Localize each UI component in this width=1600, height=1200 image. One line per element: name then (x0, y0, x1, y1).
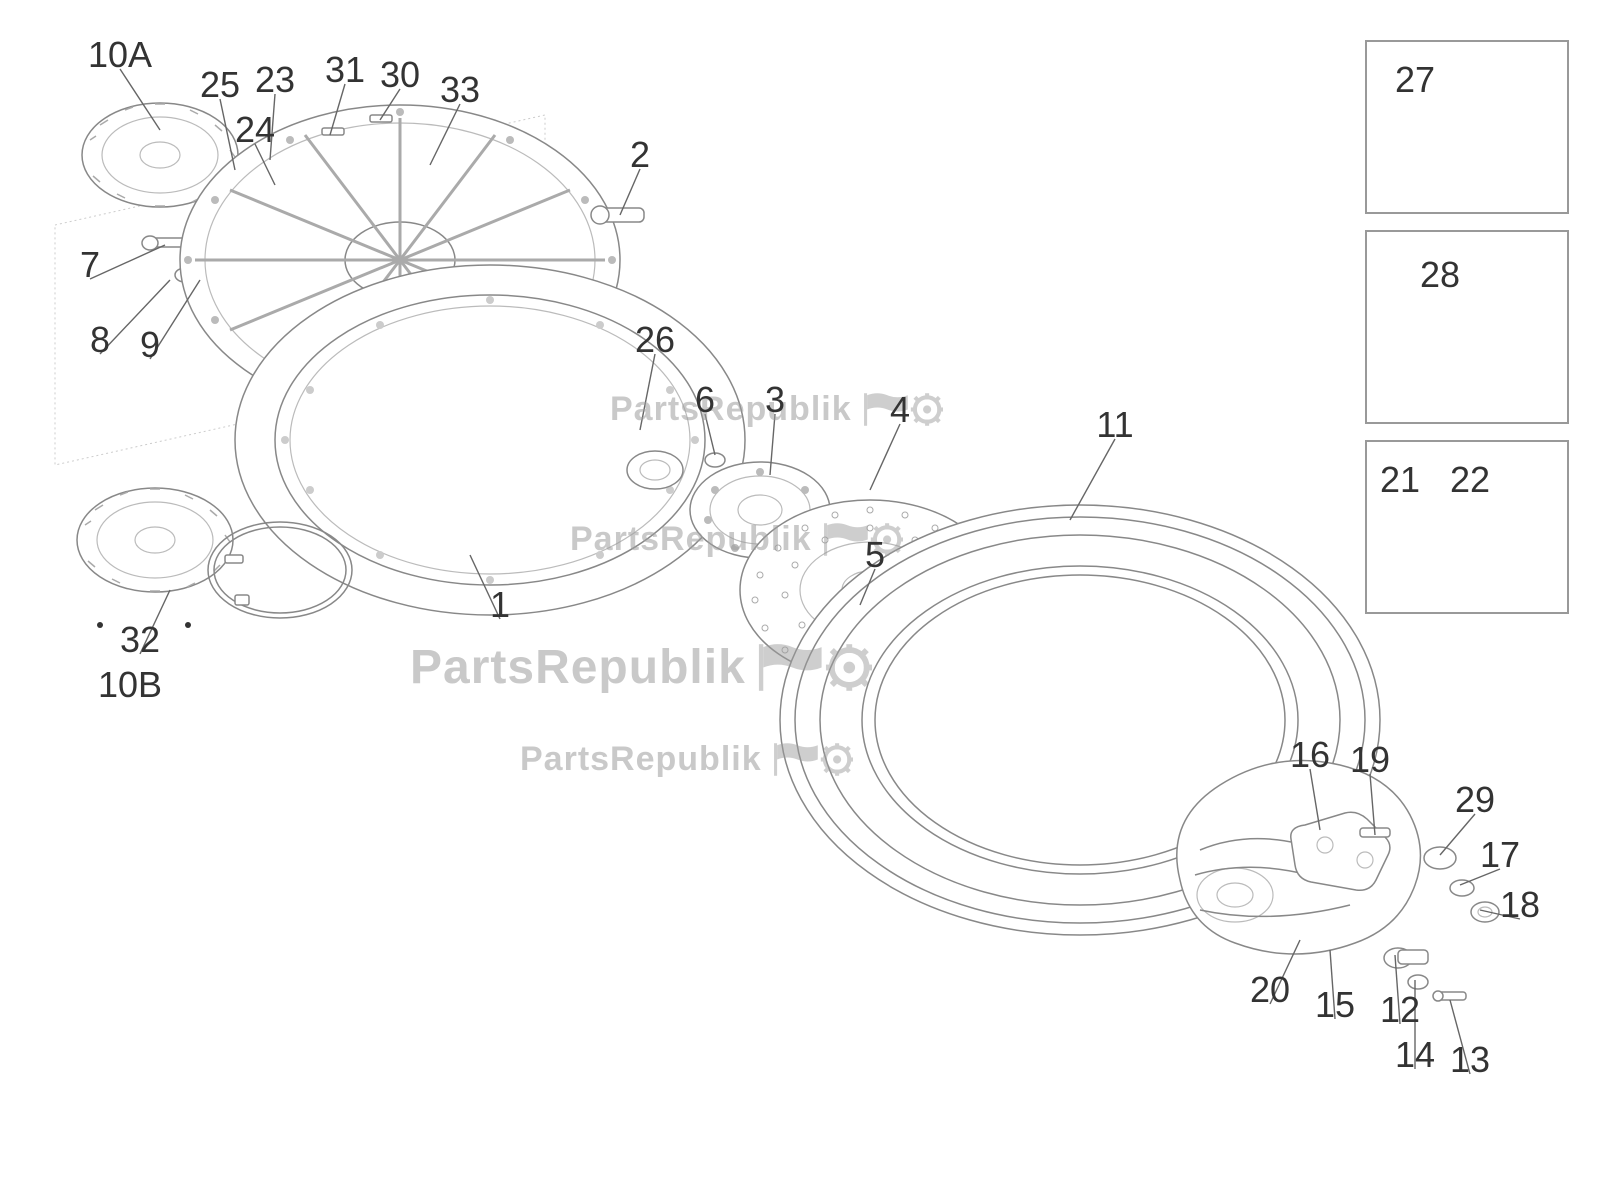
callout-25: 25 (200, 64, 240, 106)
callout-12: 12 (1380, 989, 1420, 1031)
callout-6: 6 (695, 379, 715, 421)
flag-gear-icon (756, 641, 873, 694)
callout-20: 20 (1250, 969, 1290, 1011)
flag-gear-icon (772, 741, 853, 778)
callout-7: 7 (80, 244, 100, 286)
watermark-1: PartsRepublik (570, 520, 903, 559)
watermark-text: PartsRepublik (610, 390, 852, 429)
callout-23: 23 (255, 59, 295, 101)
leader-7 (90, 245, 165, 279)
watermark-text: PartsRepublik (410, 640, 746, 695)
callout-30: 30 (380, 54, 420, 96)
watermark-text: PartsRepublik (520, 740, 762, 779)
part-seal-26 (627, 451, 683, 489)
callout-13: 13 (1450, 1039, 1490, 1081)
callout-21: 21 (1380, 459, 1420, 501)
callout-5: 5 (865, 534, 885, 576)
callout-11: 11 (1096, 404, 1133, 446)
callout-10B: 10B (98, 664, 162, 706)
callout-17: 17 (1480, 834, 1520, 876)
watermark-text: PartsRepublik (570, 520, 812, 559)
callout-26: 26 (635, 319, 675, 361)
part-rim-1 (235, 265, 745, 615)
callout-27: 27 (1395, 59, 1435, 101)
diagram-stage: PartsRepublik PartsRepublik PartsRepublik P… (0, 0, 1600, 1200)
callout-15: 15 (1315, 984, 1355, 1026)
callout-2: 2 (630, 134, 650, 176)
callout-4: 4 (890, 389, 910, 431)
flag-gear-icon (822, 521, 903, 558)
callout-3: 3 (765, 379, 785, 421)
callout-1: 1 (490, 584, 510, 626)
callout-10A: 10A (88, 34, 152, 76)
callout-32: 32 (120, 619, 160, 661)
callout-28: 28 (1420, 254, 1460, 296)
callout-19: 19 (1350, 739, 1390, 781)
callout-16: 16 (1290, 734, 1330, 776)
parts-svg (0, 0, 1600, 1200)
callout-22: 22 (1450, 459, 1490, 501)
callout-18: 18 (1500, 884, 1540, 926)
callout-31: 31 (325, 49, 365, 91)
part-pin-31 (322, 128, 344, 135)
part-clip-a (225, 555, 243, 563)
callout-9: 9 (140, 324, 160, 366)
watermark-2: PartsRepublik (410, 640, 872, 695)
callout-8: 8 (90, 319, 110, 361)
detail-box-28 (1365, 230, 1569, 424)
callout-29: 29 (1455, 779, 1495, 821)
callout-14: 14 (1395, 1034, 1435, 1076)
part-clip-b (235, 595, 249, 605)
callout-24: 24 (235, 109, 275, 151)
watermark-3: PartsRepublik (520, 740, 853, 779)
part-nut-6 (705, 453, 725, 467)
callout-33: 33 (440, 69, 480, 111)
part-bolt-2 (591, 206, 644, 224)
leader-4 (870, 424, 900, 490)
